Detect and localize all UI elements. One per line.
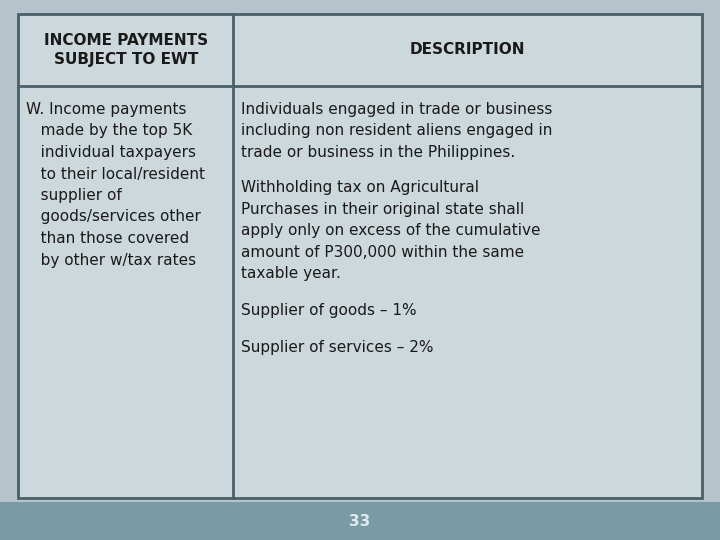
- Text: apply only on excess of the cumulative: apply only on excess of the cumulative: [241, 224, 541, 239]
- Text: supplier of: supplier of: [26, 188, 122, 203]
- Text: by other w/tax rates: by other w/tax rates: [26, 253, 196, 267]
- Text: W. Income payments: W. Income payments: [26, 102, 186, 117]
- Text: DESCRIPTION: DESCRIPTION: [410, 43, 526, 57]
- Text: Withholding tax on Agricultural: Withholding tax on Agricultural: [241, 180, 480, 195]
- Bar: [0, 502, 720, 540]
- Text: INCOME PAYMENTS
SUBJECT TO EWT: INCOME PAYMENTS SUBJECT TO EWT: [44, 32, 208, 68]
- Text: individual taxpayers: individual taxpayers: [26, 145, 196, 160]
- Text: than those covered: than those covered: [26, 231, 189, 246]
- Text: Supplier of goods – 1%: Supplier of goods – 1%: [241, 303, 417, 318]
- Text: made by the top 5K: made by the top 5K: [26, 124, 192, 138]
- Text: goods/services other: goods/services other: [26, 210, 201, 225]
- Text: Supplier of services – 2%: Supplier of services – 2%: [241, 340, 434, 355]
- Text: Individuals engaged in trade or business: Individuals engaged in trade or business: [241, 102, 553, 117]
- Text: including non resident aliens engaged in: including non resident aliens engaged in: [241, 124, 553, 138]
- Text: taxable year.: taxable year.: [241, 266, 341, 281]
- Text: 33: 33: [349, 514, 371, 529]
- Text: Purchases in their original state shall: Purchases in their original state shall: [241, 202, 525, 217]
- Text: to their local/resident: to their local/resident: [26, 166, 205, 181]
- Text: trade or business in the Philippines.: trade or business in the Philippines.: [241, 145, 516, 160]
- Text: amount of P300,000 within the same: amount of P300,000 within the same: [241, 245, 525, 260]
- Bar: [18, 14, 702, 498]
